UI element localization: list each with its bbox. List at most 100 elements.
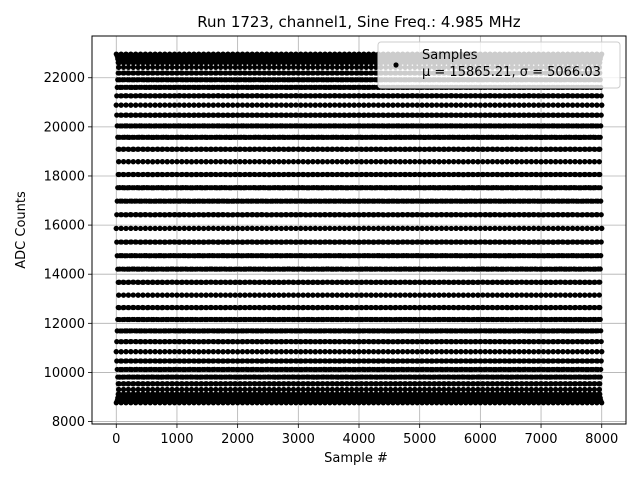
data-point bbox=[363, 305, 368, 310]
data-point bbox=[288, 239, 293, 244]
data-point bbox=[125, 392, 130, 397]
data-point bbox=[329, 317, 334, 322]
data-point bbox=[150, 60, 155, 65]
data-point bbox=[341, 85, 346, 90]
data-point bbox=[597, 381, 602, 386]
data-point bbox=[267, 70, 272, 75]
data-point bbox=[558, 381, 563, 386]
data-point bbox=[291, 381, 296, 386]
data-point bbox=[598, 367, 603, 372]
data-point bbox=[250, 226, 255, 231]
data-point bbox=[463, 226, 468, 231]
data-point bbox=[289, 339, 294, 344]
data-point bbox=[151, 77, 156, 82]
data-point bbox=[441, 392, 446, 397]
data-point bbox=[370, 358, 375, 363]
data-point bbox=[216, 349, 221, 354]
data-point bbox=[228, 159, 233, 164]
data-point bbox=[424, 93, 429, 98]
data-point bbox=[438, 358, 443, 363]
data-point bbox=[233, 159, 238, 164]
data-point bbox=[598, 374, 603, 379]
data-point bbox=[211, 349, 216, 354]
data-point bbox=[148, 103, 153, 108]
data-point bbox=[502, 102, 507, 107]
data-point bbox=[542, 135, 547, 140]
data-point bbox=[540, 93, 545, 98]
data-point bbox=[501, 185, 506, 190]
data-point bbox=[151, 185, 156, 190]
data-point bbox=[310, 65, 315, 70]
data-point bbox=[281, 392, 286, 397]
data-point bbox=[224, 77, 229, 82]
data-point bbox=[444, 339, 449, 344]
data-point bbox=[194, 70, 199, 75]
data-point bbox=[519, 392, 524, 397]
data-point bbox=[343, 123, 348, 128]
data-point bbox=[159, 60, 164, 65]
data-point bbox=[553, 381, 558, 386]
data-point bbox=[349, 65, 354, 70]
data-point bbox=[281, 387, 286, 392]
data-point bbox=[274, 103, 279, 108]
data-point bbox=[540, 212, 545, 217]
data-point bbox=[247, 392, 252, 397]
data-point bbox=[351, 85, 356, 90]
data-point bbox=[188, 60, 193, 65]
data-point bbox=[205, 367, 210, 372]
data-point bbox=[520, 253, 525, 258]
data-point bbox=[166, 374, 171, 379]
data-point bbox=[227, 147, 232, 152]
data-point bbox=[364, 280, 369, 285]
data-point bbox=[412, 392, 417, 397]
data-point bbox=[409, 358, 414, 363]
data-point bbox=[271, 147, 276, 152]
data-point bbox=[321, 374, 326, 379]
data-point bbox=[283, 367, 288, 372]
data-point bbox=[251, 328, 256, 333]
data-point bbox=[424, 102, 429, 107]
data-point bbox=[503, 123, 508, 128]
data-point bbox=[365, 253, 370, 258]
data-point bbox=[145, 65, 150, 70]
data-point bbox=[420, 103, 425, 108]
data-point bbox=[402, 392, 407, 397]
data-point bbox=[346, 93, 351, 98]
data-point bbox=[446, 392, 451, 397]
data-point bbox=[244, 358, 249, 363]
data-point bbox=[397, 392, 402, 397]
data-point bbox=[174, 293, 179, 298]
data-point bbox=[349, 159, 354, 164]
data-point bbox=[559, 266, 564, 271]
data-point bbox=[558, 280, 563, 285]
data-point bbox=[485, 392, 490, 397]
data-point bbox=[306, 77, 311, 82]
data-point bbox=[475, 387, 480, 392]
data-point bbox=[521, 226, 526, 231]
data-point bbox=[480, 387, 485, 392]
data-point bbox=[584, 93, 589, 98]
data-point bbox=[306, 70, 311, 75]
data-point bbox=[562, 305, 567, 310]
data-point bbox=[408, 374, 413, 379]
data-point bbox=[490, 387, 495, 392]
data-point bbox=[175, 374, 180, 379]
data-point bbox=[387, 135, 392, 140]
data-point bbox=[244, 367, 249, 372]
data-point bbox=[119, 103, 124, 108]
data-point bbox=[230, 212, 235, 217]
data-point bbox=[152, 85, 157, 90]
data-point bbox=[487, 367, 492, 372]
data-point bbox=[312, 93, 317, 98]
data-point bbox=[150, 159, 155, 164]
data-point bbox=[403, 374, 408, 379]
data-point bbox=[129, 339, 134, 344]
data-point bbox=[498, 123, 503, 128]
data-point bbox=[500, 172, 505, 177]
data-point bbox=[170, 292, 175, 297]
data-point bbox=[237, 65, 242, 70]
data-point bbox=[553, 387, 558, 392]
data-point bbox=[309, 135, 314, 140]
data-point bbox=[386, 226, 391, 231]
data-point bbox=[578, 172, 583, 177]
